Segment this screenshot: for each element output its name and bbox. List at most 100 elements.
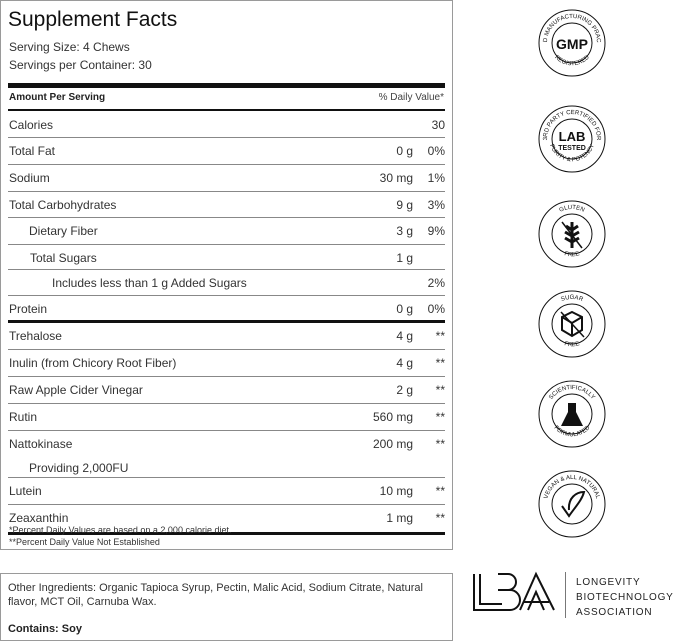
nutrient-sub-note: Providing 2,000FU bbox=[29, 461, 129, 475]
lba-logo-icon bbox=[473, 571, 555, 611]
footnotes: *Percent Daily Values are based on a 2,0… bbox=[9, 524, 231, 548]
nutrient-amount: 560 mg bbox=[372, 410, 413, 424]
nutrient-row: Raw Apple Cider Vinegar 2 g ** bbox=[8, 377, 445, 404]
nutrient-row: Includes less than 1 g Added Sugars 2% bbox=[8, 270, 445, 296]
nutrient-name: Zeaxanthin bbox=[9, 511, 69, 525]
svg-text:GLUTEN: GLUTEN bbox=[559, 205, 586, 214]
nutrient-daily-value: ** bbox=[435, 511, 445, 525]
nutrient-row: Dietary Fiber 3 g 9% bbox=[8, 218, 445, 245]
nutrient-table: Calories 30 Total Fat 0 g 0% Sodium 30 mg 1% Tot… bbox=[8, 112, 445, 535]
nutrient-row: Total Carbohydrates 9 g 3% bbox=[8, 192, 445, 218]
serving-size: Serving Size: 4 Chews bbox=[9, 40, 130, 54]
nutrient-name: Nattokinase bbox=[9, 437, 73, 451]
nutrient-daily-value: ** bbox=[435, 356, 445, 370]
nutrient-daily-value: ** bbox=[435, 437, 445, 451]
other-ingredients: Other Ingredients: Organic Tapioca Syrup… bbox=[8, 582, 423, 608]
nutrient-daily-value: 0% bbox=[427, 144, 445, 158]
nutrient-row: Inulin (from Chicory Root Fiber) 4 g ** bbox=[8, 350, 445, 377]
nutrient-amount: 4 g bbox=[396, 329, 413, 343]
amount-header-row: Amount Per Serving % Daily Value* bbox=[9, 92, 444, 103]
nutrient-row: Nattokinase 200 mg ** Providing 2,000FU bbox=[8, 431, 445, 478]
nutrient-row: Trehalose 4 g ** bbox=[8, 323, 445, 350]
nutrient-name: Includes less than 1 g Added Sugars bbox=[52, 276, 247, 290]
footnote-daily-values: *Percent Daily Values are based on a 2,0… bbox=[9, 525, 232, 535]
nutrient-row: Zeaxanthin 1 mg ** bbox=[8, 505, 445, 535]
nutrient-row: Protein 0 g 0% bbox=[8, 296, 445, 323]
nutrient-daily-value: ** bbox=[435, 383, 445, 397]
nutrient-amount: 1 g bbox=[396, 251, 413, 265]
thick-divider bbox=[8, 83, 445, 88]
badge-top-text: SCIENTIFICALLY bbox=[548, 385, 595, 401]
nutrient-name: Raw Apple Cider Vinegar bbox=[9, 383, 143, 397]
nutrient-daily-value: 2% bbox=[427, 276, 445, 290]
daily-value-label: % Daily Value* bbox=[378, 92, 444, 103]
nutrient-amount: 30 mg bbox=[379, 171, 413, 185]
svg-text:REGISTERED: REGISTERED bbox=[553, 54, 591, 67]
nutrient-name: Lutein bbox=[9, 484, 42, 498]
nutrient-row: Calories 30 bbox=[8, 112, 445, 138]
nutrient-row: Lutein 10 mg ** bbox=[8, 478, 445, 505]
nutrient-daily-value: ** bbox=[435, 484, 445, 498]
svg-text:GMP: GMP bbox=[556, 36, 588, 52]
lba-divider bbox=[565, 572, 566, 618]
badge-top-text: GLUTEN bbox=[559, 205, 586, 214]
facts-title: Supplement Facts bbox=[8, 8, 178, 31]
badge-bottom-text: REGISTERED bbox=[553, 54, 591, 67]
nutrient-daily-value: 1% bbox=[427, 171, 445, 185]
svg-text:FREE: FREE bbox=[564, 341, 581, 348]
nutrient-name: Rutin bbox=[9, 410, 38, 424]
badge-bottom-text: FREE bbox=[564, 341, 581, 348]
badge-bottom-text: FORMULATED bbox=[553, 424, 592, 438]
nutrient-daily-value: 0% bbox=[427, 302, 445, 316]
nutrient-row: Rutin 560 mg ** bbox=[8, 404, 445, 431]
svg-text:FREE: FREE bbox=[564, 251, 581, 258]
nutrient-row: Sodium 30 mg 1% bbox=[8, 165, 445, 192]
nutrient-row: Total Sugars 1 g bbox=[8, 245, 445, 270]
nutrient-amount: 2 g bbox=[396, 383, 413, 397]
nutrient-amount: 0 g bbox=[396, 302, 413, 316]
nutrient-name: Sodium bbox=[9, 171, 50, 185]
nutrient-daily-value: ** bbox=[435, 329, 445, 343]
footnote-not-established: **Percent Daily Value Not Established bbox=[9, 537, 160, 547]
nutrient-name: Inulin (from Chicory Root Fiber) bbox=[9, 356, 177, 370]
nutrient-amount: 0 g bbox=[396, 144, 413, 158]
nutrient-name: Total Sugars bbox=[30, 251, 97, 265]
badge-bottom-text: FREE bbox=[564, 251, 581, 258]
other-ingredients-panel: Other Ingredients: Organic Tapioca Syrup… bbox=[0, 573, 453, 641]
svg-text:FORMULATED: FORMULATED bbox=[553, 424, 592, 438]
nutrient-row: Total Fat 0 g 0% bbox=[8, 138, 445, 165]
vegan-badge-icon: VEGAN & ALL NATURAL bbox=[538, 470, 606, 538]
scientifically-formulated-badge-icon: SCIENTIFICALLY FORMULATED bbox=[538, 380, 606, 448]
svg-text:SCIENTIFICALLY: SCIENTIFICALLY bbox=[548, 385, 595, 401]
nutrient-name: Dietary Fiber bbox=[29, 224, 98, 238]
nutrient-daily-value: 30 bbox=[431, 118, 445, 132]
servings-per-container: Servings per Container: 30 bbox=[9, 58, 152, 72]
svg-text:LAB: LAB bbox=[559, 129, 586, 144]
nutrient-name: Protein bbox=[9, 302, 48, 316]
nutrient-name: Trehalose bbox=[9, 329, 62, 343]
header-divider bbox=[8, 109, 445, 111]
sugar-free-badge-icon: SUGAR FREE bbox=[538, 290, 606, 358]
contains-allergens: Contains: Soy bbox=[8, 623, 82, 635]
gluten-free-badge-icon: GLUTEN FREE bbox=[538, 200, 606, 268]
nutrient-name: Calories bbox=[9, 118, 54, 132]
nutrient-amount: 4 g bbox=[396, 356, 413, 370]
svg-text:SUGAR: SUGAR bbox=[560, 295, 584, 303]
nutrient-daily-value: 3% bbox=[427, 198, 445, 212]
nutrient-name: Total Carbohydrates bbox=[9, 198, 117, 212]
nutrient-amount: 3 g bbox=[396, 224, 413, 238]
lba-line3: ASSOCIATION bbox=[576, 607, 653, 618]
nutrient-amount: 10 mg bbox=[379, 484, 413, 498]
nutrient-daily-value: ** bbox=[435, 410, 445, 424]
nutrient-amount: 9 g bbox=[396, 198, 413, 212]
badge-top-text: SUGAR bbox=[560, 295, 584, 303]
lba-line1: LONGEVITY bbox=[576, 577, 641, 588]
nutrient-name: Total Fat bbox=[9, 144, 56, 158]
svg-text:TESTED: TESTED bbox=[558, 145, 586, 152]
nutrient-daily-value: 9% bbox=[427, 224, 445, 238]
lba-line2: BIOTECHNOLOGY bbox=[576, 592, 674, 603]
nutrient-amount: 1 mg bbox=[386, 511, 413, 525]
gmp-badge-icon: GOOD MANUFACTURING PRACTICEREGISTEREDGMP bbox=[538, 9, 606, 77]
lba-name: LONGEVITY BIOTECHNOLOGY ASSOCIATION bbox=[576, 575, 674, 620]
